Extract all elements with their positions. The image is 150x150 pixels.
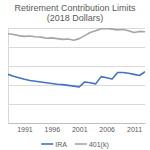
legend: IRA 401(k)	[41, 141, 109, 149]
y-tick	[8, 66, 145, 67]
y-tick	[8, 28, 145, 29]
x-tick-label: 1996	[45, 126, 61, 133]
y-axis	[8, 29, 145, 124]
x-tick: 1991	[17, 123, 33, 133]
title: Retirement Contribution Limits(2018 Doll…	[14, 3, 136, 23]
title-line: Retirement Contribution Limits	[14, 3, 136, 13]
series-line	[8, 28, 145, 40]
x-tick-label: 2001	[72, 126, 88, 133]
grid-line	[8, 28, 145, 29]
x-tick: 2001	[72, 123, 88, 133]
grid-line	[8, 47, 145, 48]
x-axis: 1991 1996 2001 2006 2011	[9, 123, 146, 133]
plot-area	[8, 28, 145, 87]
y-tick	[8, 104, 145, 105]
x-tick-label: 1991	[17, 126, 33, 133]
legend-label: IRA	[55, 141, 67, 148]
x-tick: 2011	[127, 123, 142, 133]
x-tick-label: 2011	[127, 126, 142, 133]
y-tick	[8, 123, 145, 124]
x-tick: 1996	[45, 123, 61, 133]
legend-item: 401(k)	[75, 141, 109, 149]
grid-line	[8, 66, 145, 67]
legend-item: IRA	[41, 141, 67, 148]
background	[0, 0, 150, 150]
series-line	[8, 72, 145, 87]
legend-label: 401(k)	[89, 141, 109, 149]
chart: Retirement Contribution Limits(2018 Doll…	[0, 0, 150, 150]
grid-line	[8, 123, 145, 124]
x-axis-line	[9, 123, 146, 124]
legend-swatch	[75, 143, 87, 145]
title-line: (2018 Dollars)	[47, 13, 104, 23]
x-tick: 2006	[99, 123, 115, 133]
grid-line	[8, 104, 145, 105]
y-tick	[8, 47, 145, 48]
y-axis-line	[9, 29, 146, 124]
x-tick-label: 2006	[99, 126, 115, 133]
legend-swatch	[41, 143, 53, 145]
